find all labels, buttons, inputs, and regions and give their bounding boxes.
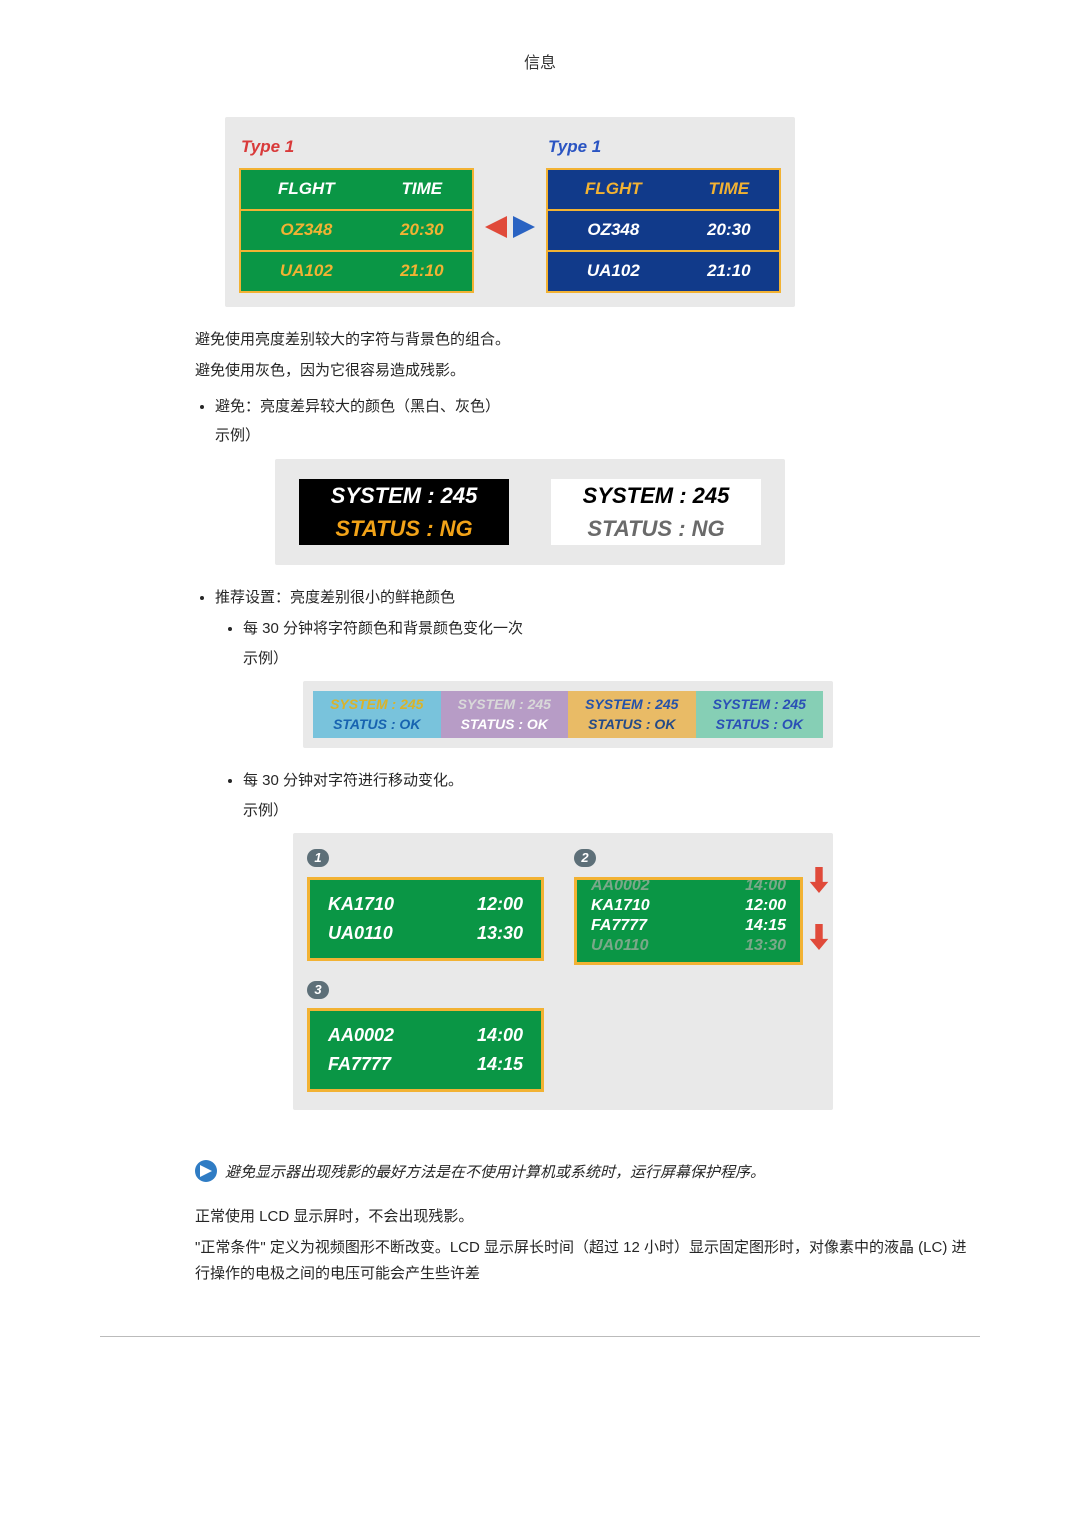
paragraph: 避免使用灰色，因为它很容易造成残影。 xyxy=(195,358,980,384)
paragraph: "正常条件" 定义为视频图形不断改变。LCD 显示屏长时间（超过 12 小时）显… xyxy=(195,1235,980,1286)
table-cell: UA102 xyxy=(241,250,372,291)
step-badge-1: 1 xyxy=(307,849,329,867)
status-line: STATUS : OK xyxy=(443,715,567,735)
table-header-cell: TIME xyxy=(679,170,779,209)
figure-flight-tables: Type 1 FLGHTTIMEOZ34820:30UA10221:10 Typ… xyxy=(225,117,795,307)
recommend-text: 推荐设置：亮度差别很小的鲜艳颜色 xyxy=(215,589,455,606)
system-line: SYSTEM : 245 xyxy=(315,695,439,715)
swap-arrows xyxy=(485,216,535,238)
system-line: SYSTEM : 245 xyxy=(443,695,567,715)
list-item: 推荐设置：亮度差别很小的鲜艳颜色 每 30 分钟将字符颜色和背景颜色变化一次 示… xyxy=(215,585,980,1110)
status-line: STATUS : OK xyxy=(315,715,439,735)
table-header-cell: TIME xyxy=(372,170,472,209)
board-row: AA000214:00 xyxy=(591,877,786,896)
scroll-arrows xyxy=(809,851,829,965)
list-item: 每 30 分钟对字符进行移动变化。 示例） 1 KA171012:00UA011… xyxy=(243,768,980,1110)
board-row: FA777714:15 xyxy=(591,916,786,936)
table-header-cell: FLGHT xyxy=(241,170,372,209)
flight-table-right: FLGHTTIMEOZ34820:30UA10221:10 xyxy=(546,168,781,293)
flight-table-left: FLGHTTIMEOZ34820:30UA10221:10 xyxy=(239,168,474,293)
color-panel: SYSTEM : 245STATUS : OK xyxy=(313,691,441,738)
status-line: STATUS : OK xyxy=(570,715,694,735)
arrow-down-icon xyxy=(809,867,829,893)
table-cell: UA102 xyxy=(548,250,679,291)
example-label: 示例） xyxy=(215,423,980,449)
system-panel-dark: SYSTEM : 245STATUS : NG xyxy=(299,479,509,545)
table-cell: 21:10 xyxy=(679,250,779,291)
paragraph: 正常使用 LCD 显示屏时，不会出现残影。 xyxy=(195,1204,980,1230)
status-line: STATUS : OK xyxy=(698,715,822,735)
board-row: KA171012:00 xyxy=(328,890,523,919)
paragraph: 避免使用亮度差别较大的字符与背景色的组合。 xyxy=(195,327,980,353)
board-3: AA000214:00FA777714:15 xyxy=(307,1008,544,1092)
figure-text-shift: 1 KA171012:00UA011013:30 2 AA000214:00KA… xyxy=(293,833,833,1110)
board-2-scrolling: AA000214:00KA171012:00FA777714:15UA01101… xyxy=(574,877,803,965)
table-cell: OZ348 xyxy=(548,209,679,250)
list-item: 每 30 分钟将字符颜色和背景颜色变化一次 示例） SYSTEM : 245ST… xyxy=(243,616,980,748)
color-panel: SYSTEM : 245STATUS : OK xyxy=(441,691,569,738)
table-cell: 20:30 xyxy=(372,209,472,250)
note-text: 避免显示器出现残影的最好方法是在不使用计算机或系统时，运行屏幕保护程序。 xyxy=(225,1160,765,1186)
system-panel-light: SYSTEM : 245STATUS : NG xyxy=(551,479,761,545)
board-row: FA777714:15 xyxy=(328,1050,523,1079)
board-row: UA011013:30 xyxy=(328,919,523,948)
system-line: SYSTEM : 245 xyxy=(570,695,694,715)
type-label-left: Type 1 xyxy=(239,131,474,168)
arrow-down-icon xyxy=(809,924,829,950)
board-1: KA171012:00UA011013:30 xyxy=(307,877,544,961)
system-line: SYSTEM : 245 xyxy=(299,479,509,512)
list-item: 避免：亮度差异较大的颜色（黑白、灰色） 示例） SYSTEM : 245STAT… xyxy=(215,394,980,565)
step-badge-3: 3 xyxy=(307,981,329,999)
system-line: SYSTEM : 245 xyxy=(698,695,822,715)
board-row: KA171012:00 xyxy=(591,896,786,916)
step-badge-2: 2 xyxy=(574,849,596,867)
arrow-right-icon xyxy=(513,216,535,238)
note-icon xyxy=(195,1160,217,1182)
board-row: UA011013:30 xyxy=(591,936,786,956)
recommend-sub1: 每 30 分钟将字符颜色和背景颜色变化一次 xyxy=(243,620,523,637)
note: 避免显示器出现残影的最好方法是在不使用计算机或系统时，运行屏幕保护程序。 xyxy=(195,1160,980,1186)
example-label: 示例） xyxy=(243,646,980,672)
footer-rule xyxy=(100,1336,980,1337)
page-title: 信息 xyxy=(100,50,980,77)
avoid-text: 避免：亮度差异较大的颜色（黑白、灰色） xyxy=(215,398,500,415)
content: Type 1 FLGHTTIMEOZ34820:30UA10221:10 Typ… xyxy=(195,117,980,1286)
system-line: SYSTEM : 245 xyxy=(551,479,761,512)
example-label: 示例） xyxy=(243,798,980,824)
table-cell: OZ348 xyxy=(241,209,372,250)
table-header-cell: FLGHT xyxy=(548,170,679,209)
color-panel: SYSTEM : 245STATUS : OK xyxy=(568,691,696,738)
status-line: STATUS : NG xyxy=(551,512,761,545)
arrow-left-icon xyxy=(485,216,507,238)
status-line: STATUS : NG xyxy=(299,512,509,545)
figure-color-rotation: SYSTEM : 245STATUS : OKSYSTEM : 245STATU… xyxy=(303,681,833,748)
table-cell: 20:30 xyxy=(679,209,779,250)
type-label-right: Type 1 xyxy=(546,131,781,168)
recommend-sub2: 每 30 分钟对字符进行移动变化。 xyxy=(243,772,463,789)
table-cell: 21:10 xyxy=(372,250,472,291)
color-panel: SYSTEM : 245STATUS : OK xyxy=(696,691,824,738)
figure-system-bw: SYSTEM : 245STATUS : NG SYSTEM : 245STAT… xyxy=(275,459,785,565)
board-row: AA000214:00 xyxy=(328,1021,523,1050)
